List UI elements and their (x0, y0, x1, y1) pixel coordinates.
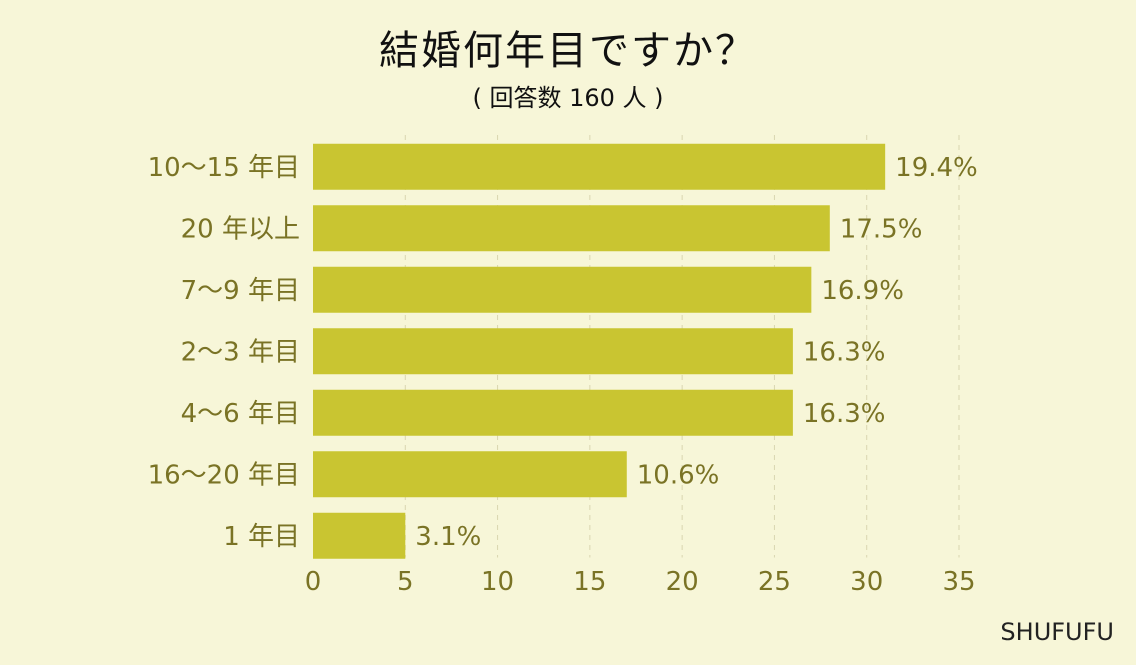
value-label: 16.3% (803, 337, 886, 367)
value-label: 3.1% (415, 522, 481, 552)
value-label: 16.3% (803, 399, 886, 429)
brand-logo: SHUFUFU (1000, 618, 1114, 646)
value-label: 19.4% (895, 153, 978, 183)
bar (313, 328, 793, 375)
bar (313, 512, 406, 559)
value-label: 17.5% (840, 214, 923, 244)
x-tick-label: 20 (666, 567, 699, 597)
category-label: 2〜3 年目 (181, 337, 300, 367)
category-label: 16〜20 年目 (148, 460, 300, 490)
x-tick-label: 15 (573, 567, 606, 597)
x-tick-label: 35 (942, 567, 975, 597)
bar (313, 205, 830, 252)
bar (313, 451, 627, 498)
x-tick-label: 30 (850, 567, 883, 597)
category-label: 10〜15 年目 (148, 153, 300, 183)
value-label: 10.6% (637, 460, 720, 490)
x-tick-label: 10 (481, 567, 514, 597)
chart-subtitle: ( 回答数 160 人 ) (472, 84, 664, 112)
category-label: 4〜6 年目 (181, 399, 300, 429)
category-label: 7〜9 年目 (181, 276, 300, 306)
category-label: 20 年以上 (181, 214, 300, 244)
x-tick-label: 5 (397, 567, 414, 597)
bar (313, 389, 793, 436)
x-tick-label: 25 (758, 567, 791, 597)
bar (313, 143, 886, 190)
bar (313, 266, 812, 313)
chart-title: 結婚何年目ですか？ (379, 28, 757, 74)
value-label: 16.9% (821, 276, 904, 306)
x-tick-label: 0 (305, 567, 322, 597)
category-label: 1 年目 (223, 522, 300, 552)
